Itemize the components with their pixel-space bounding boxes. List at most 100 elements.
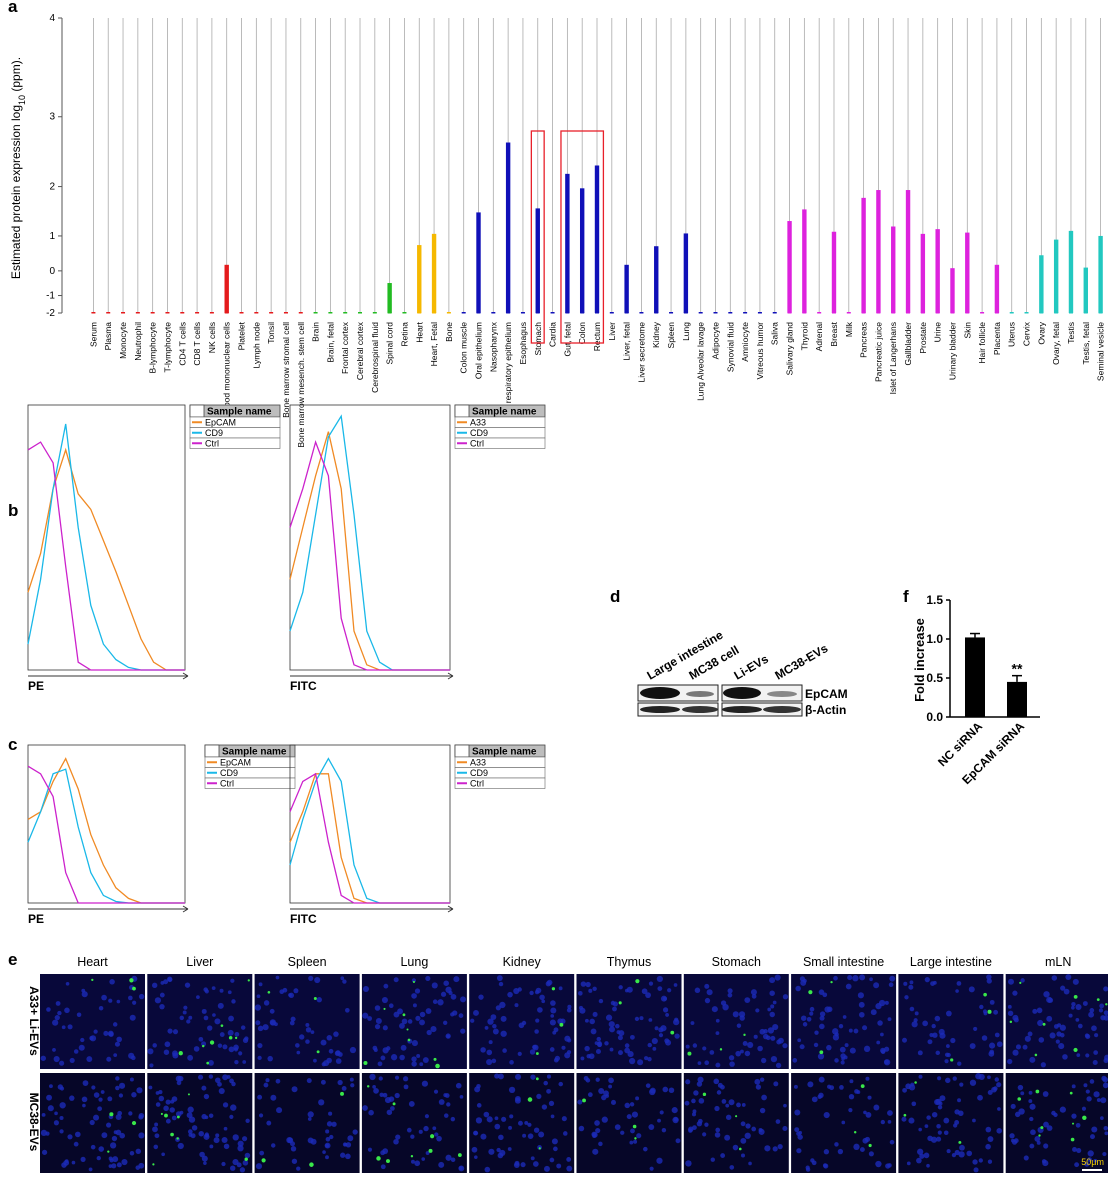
nucleus [202, 1009, 207, 1014]
nucleus [167, 1028, 172, 1033]
nucleus [382, 1047, 388, 1053]
nucleus [1029, 1117, 1033, 1121]
nucleus [230, 979, 234, 983]
nucleus [188, 1129, 193, 1134]
nucleus [176, 1076, 182, 1082]
nucleus [1023, 1045, 1028, 1050]
nucleus [214, 1018, 220, 1024]
nucleus [810, 1158, 814, 1162]
nucleus [801, 1015, 806, 1020]
row-label: A33+ Li-EVs [27, 986, 41, 1056]
nucleus [728, 988, 733, 993]
nucleus [770, 1004, 774, 1008]
signal [244, 1158, 247, 1161]
nucleus [381, 1164, 386, 1169]
legend-row [455, 417, 545, 428]
nucleus [180, 1016, 184, 1020]
nucleus [99, 1006, 104, 1011]
nucleus [794, 1085, 798, 1089]
nucleus [172, 1096, 178, 1102]
nucleus [234, 1060, 238, 1064]
nucleus [1085, 1053, 1089, 1057]
nucleus [62, 1025, 66, 1029]
nucleus [460, 996, 466, 1002]
signal [1082, 1116, 1086, 1120]
nucleus [473, 1010, 479, 1016]
nucleus [957, 1098, 961, 1102]
nucleus [1030, 1129, 1036, 1135]
nucleus [742, 1103, 746, 1107]
legend-label: CD9 [470, 768, 488, 778]
nucleus [550, 1000, 556, 1006]
nucleus [148, 1086, 152, 1090]
signal [904, 1114, 907, 1117]
nucleus [840, 1053, 845, 1058]
x-tick-label: Nasopharynx [488, 321, 498, 372]
nucleus [657, 976, 663, 982]
signal [830, 981, 832, 983]
nucleus [514, 1162, 520, 1168]
nucleus [629, 1058, 635, 1064]
nucleus [238, 1141, 244, 1147]
nucleus [592, 987, 596, 991]
nucleus [916, 1158, 922, 1164]
nucleus [413, 1003, 417, 1007]
x-tick-label: Salivary gland [785, 322, 795, 376]
nucleus [820, 1016, 825, 1021]
signal [435, 1064, 440, 1069]
nucleus [1056, 1031, 1061, 1036]
baseline-dash [358, 312, 362, 314]
nucleus [383, 1025, 388, 1030]
nucleus [945, 1078, 950, 1083]
nucleus [227, 1075, 231, 1079]
nucleus [478, 994, 483, 999]
signal [1010, 1021, 1012, 1023]
nucleus [115, 1076, 119, 1080]
nucleus [559, 986, 563, 990]
nucleus [1090, 1079, 1095, 1084]
nucleus [433, 999, 438, 1004]
nucleus [325, 1155, 329, 1159]
nucleus [1065, 974, 1071, 980]
nucleus [185, 982, 190, 987]
nucleus [383, 984, 388, 989]
nucleus [542, 1104, 547, 1109]
nucleus [411, 1056, 416, 1061]
nucleus [757, 1046, 763, 1052]
nucleus [839, 1085, 844, 1090]
nucleus [919, 1075, 923, 1079]
nucleus [373, 1088, 379, 1094]
nucleus [693, 1090, 698, 1095]
nucleus [729, 1055, 734, 1060]
nucleus [728, 993, 733, 998]
nucleus [630, 1129, 635, 1134]
nucleus [982, 1035, 988, 1041]
nucleus [414, 1160, 420, 1166]
band [763, 706, 801, 713]
histogram-line [28, 450, 185, 670]
nucleus [308, 1117, 312, 1121]
nucleus [698, 1061, 702, 1065]
nucleus [245, 1119, 249, 1123]
nucleus [539, 995, 545, 1001]
nucleus [827, 1007, 832, 1012]
nucleus [350, 1078, 354, 1082]
nucleus [769, 977, 775, 983]
nucleus [1020, 1091, 1024, 1095]
plot-frame [290, 405, 450, 670]
panel-label: e [8, 950, 17, 969]
panel-label: f [903, 587, 909, 606]
nucleus [538, 1132, 544, 1138]
nucleus [460, 1095, 464, 1099]
x-tick-label: Bone [444, 322, 454, 342]
y-tick-label: 2 [49, 182, 55, 193]
nucleus [198, 1131, 204, 1137]
nucleus [472, 1147, 478, 1153]
nucleus [824, 1112, 830, 1118]
nucleus [985, 1144, 991, 1150]
column-label: Kidney [503, 955, 542, 969]
nucleus [932, 1033, 937, 1038]
signal [914, 1081, 917, 1084]
nucleus [408, 1019, 413, 1024]
nucleus [499, 982, 503, 986]
